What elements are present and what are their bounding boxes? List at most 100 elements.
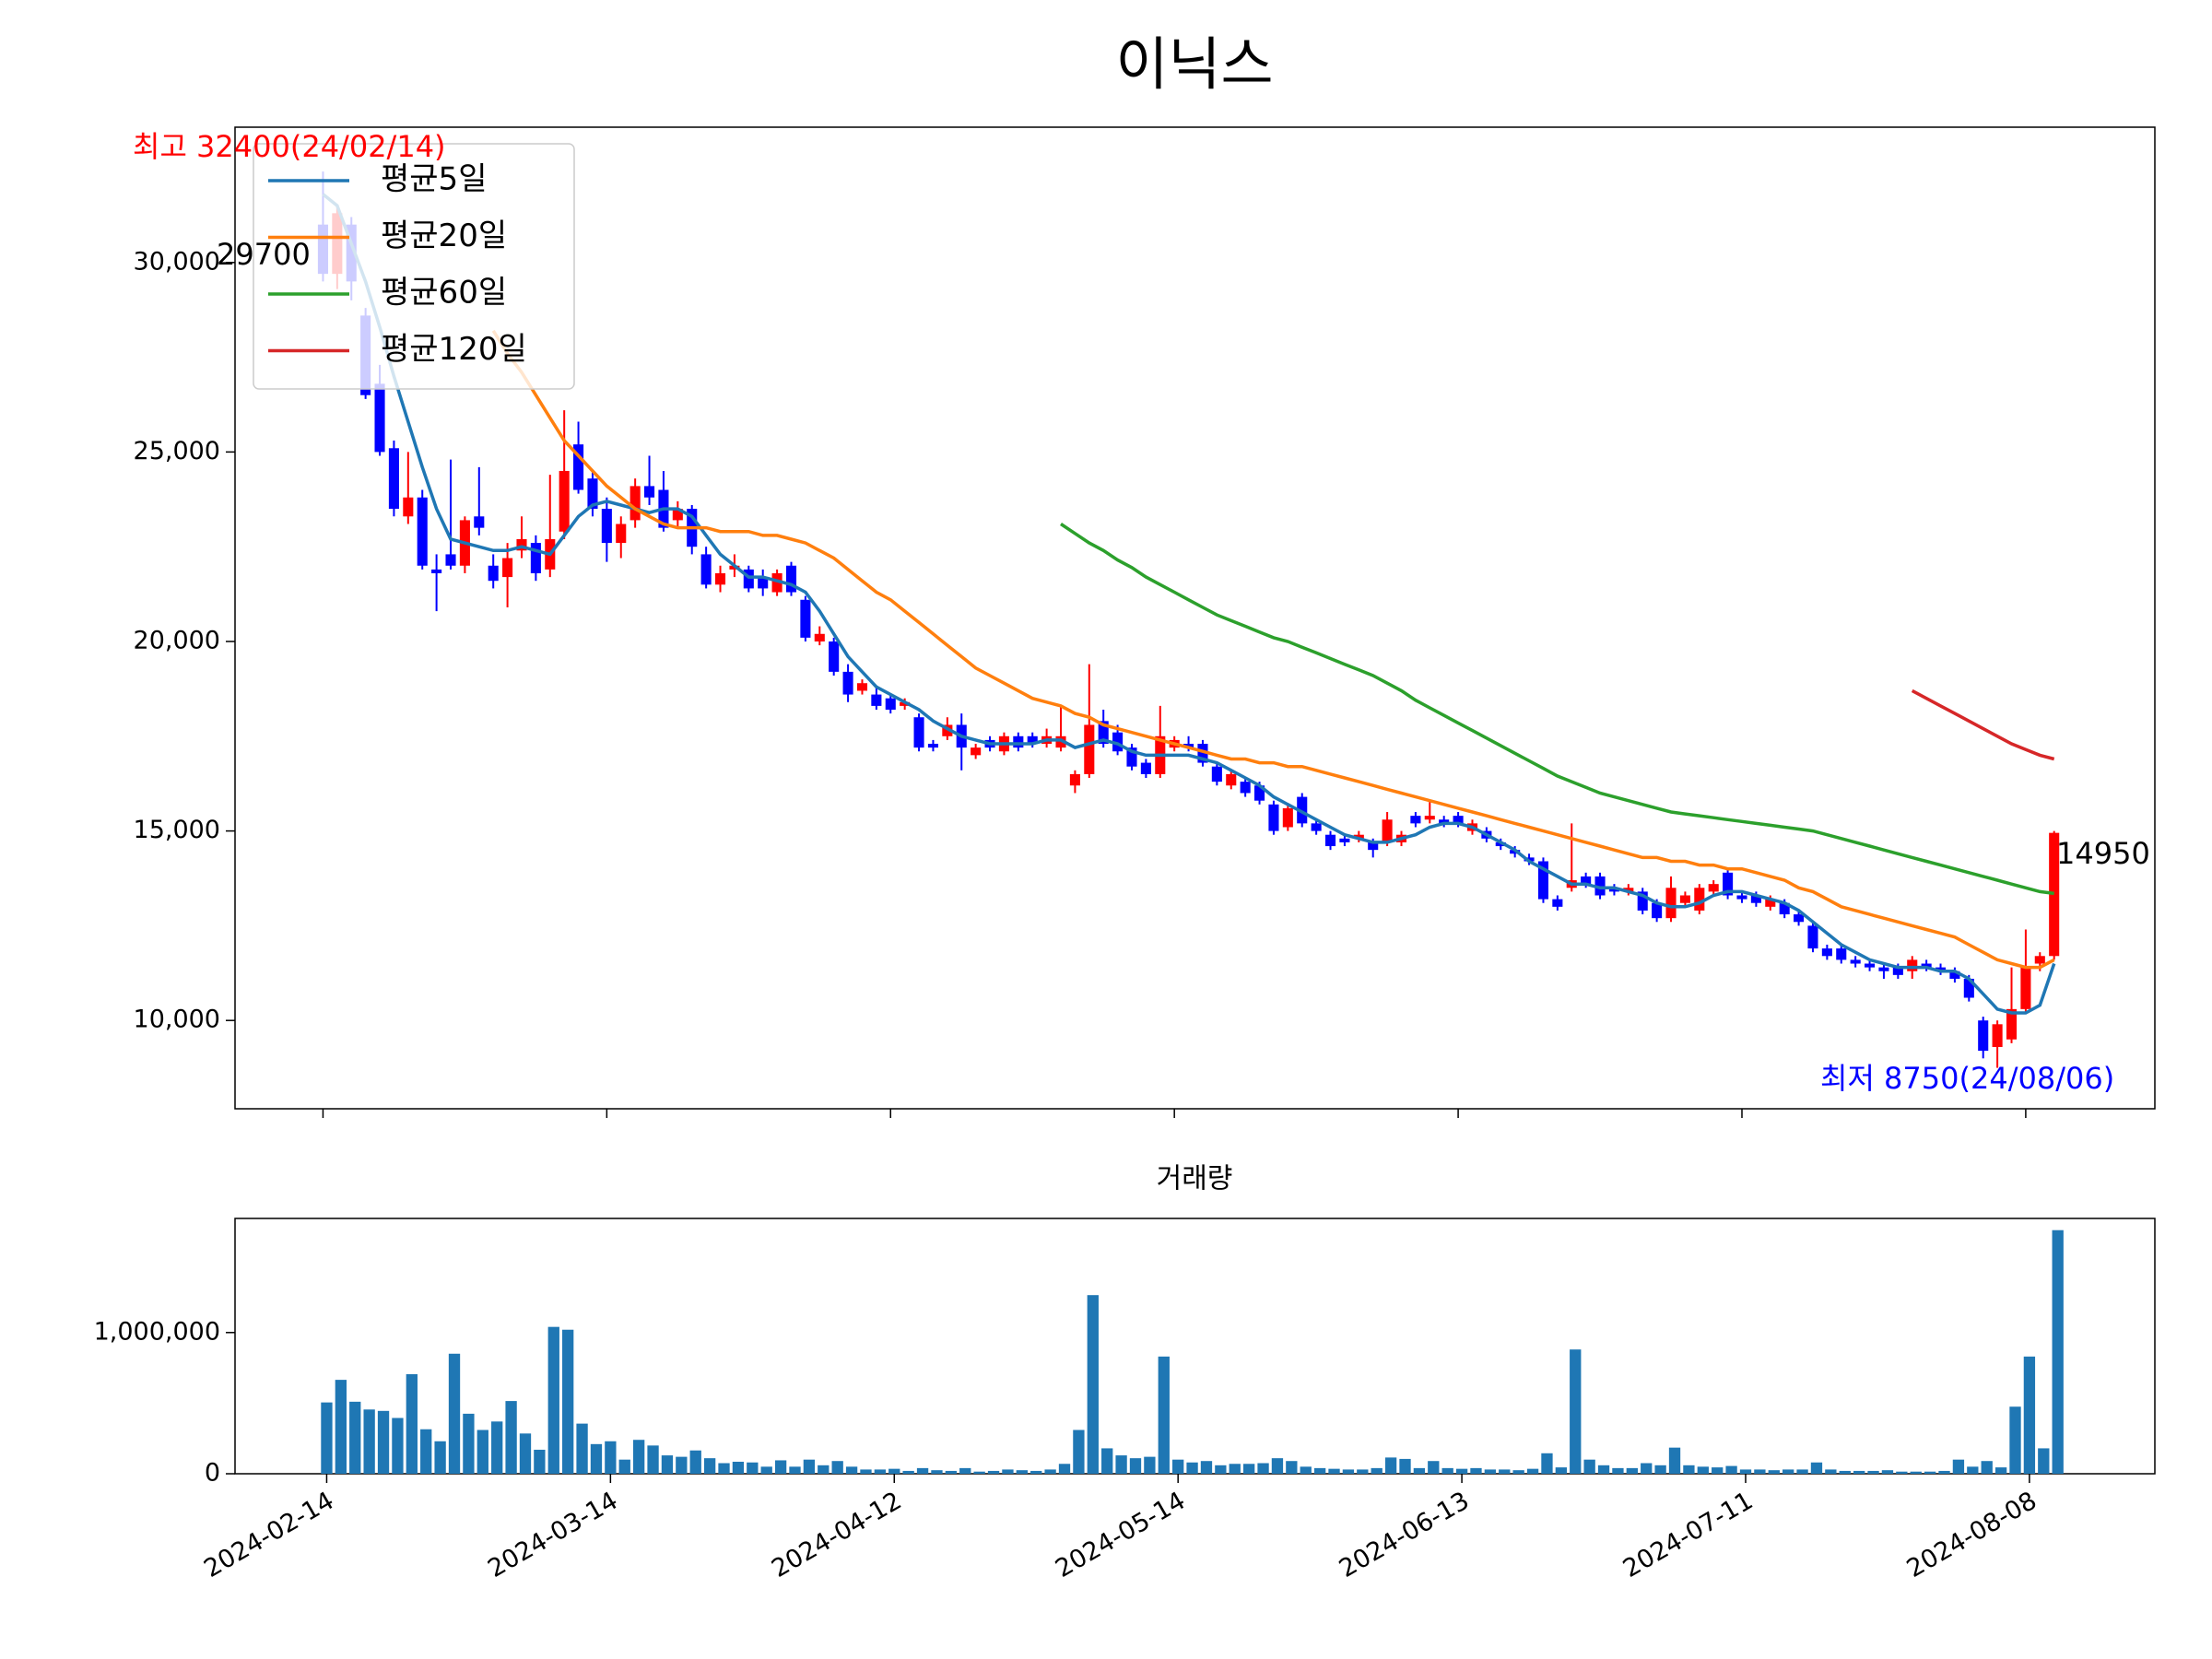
plot-frame [234, 126, 2156, 1110]
candle-body [1623, 888, 1634, 892]
candle-body [1112, 732, 1124, 752]
y-tick-label: 1,000,000 [94, 1317, 220, 1346]
candle-body [1978, 1020, 1989, 1052]
candle-body [2034, 956, 2045, 964]
annotation: 14950 [2056, 836, 2150, 871]
candle-body [1240, 782, 1251, 794]
candle-body [431, 569, 442, 573]
volume-bar [349, 1401, 361, 1474]
annotation: 29700 [217, 237, 311, 272]
volume-bar [987, 1470, 1000, 1474]
volume-bar [902, 1470, 914, 1474]
volume-bar [1796, 1469, 1808, 1474]
volume-bar [1924, 1471, 1936, 1474]
volume-bar [321, 1402, 333, 1474]
candle-body [488, 565, 499, 582]
candle-body [388, 448, 399, 510]
y-tick-label: 25,000 [134, 437, 220, 465]
volume-bar [647, 1445, 659, 1474]
candle-body [1013, 735, 1024, 748]
volume-bar [1313, 1467, 1326, 1474]
volume-bar [1712, 1467, 1724, 1474]
candle-body [403, 497, 414, 517]
candle-body [516, 538, 527, 551]
candle-body [1183, 744, 1194, 748]
volume-bar [1783, 1469, 1794, 1474]
candle-body [1424, 816, 1435, 820]
volume-bar [1186, 1462, 1198, 1474]
candle-body [1282, 807, 1293, 828]
candle-body [1821, 948, 1832, 957]
ma-line [491, 329, 2055, 970]
volume-bar [703, 1458, 716, 1474]
candle-body [1126, 747, 1137, 767]
candle-body [842, 671, 853, 695]
candle-body [1992, 1024, 2003, 1047]
volume-bar [1030, 1470, 1042, 1474]
volume-bar [618, 1459, 630, 1474]
volume-bar [1101, 1448, 1113, 1474]
volume-bar [1881, 1470, 1894, 1474]
volume-bar [1413, 1467, 1426, 1474]
volume-bar [1839, 1470, 1851, 1474]
volume-bar [1739, 1469, 1752, 1474]
volume-bar [1073, 1430, 1085, 1474]
candle-body [1637, 891, 1648, 911]
volume-bar [945, 1470, 958, 1474]
volume-bar [1484, 1469, 1497, 1474]
volume-bar [1583, 1459, 1595, 1474]
candle-body [927, 744, 938, 748]
candle-body [1581, 876, 1592, 885]
volume-bar [1441, 1467, 1453, 1474]
volume-bar [335, 1380, 347, 1474]
volume-bar [1825, 1469, 1837, 1474]
volume-bar [477, 1430, 488, 1474]
candle-body [1410, 816, 1421, 824]
candle-body [374, 383, 385, 453]
volume-bar [803, 1459, 816, 1474]
candle-body [1779, 902, 1790, 915]
candle-body [1211, 766, 1222, 782]
candle-body [559, 470, 570, 532]
volume-bar [2009, 1406, 2021, 1474]
candle-body [1098, 721, 1109, 745]
volume-bar [1668, 1447, 1681, 1474]
volume-bar [576, 1423, 588, 1474]
volume-bar [1853, 1470, 1865, 1474]
candle-body [530, 543, 541, 573]
candle-body [1027, 735, 1038, 745]
volume-bar [1016, 1470, 1028, 1474]
y-tick-label: 10,000 [134, 1006, 220, 1034]
volume-bar [1981, 1461, 1993, 1474]
candle-body [445, 554, 456, 566]
volume-bar [689, 1450, 701, 1474]
volume-bar [2038, 1448, 2050, 1474]
y-tick-label: 15,000 [134, 816, 220, 844]
annotation: 최고 32400(24/02/14) [133, 129, 446, 164]
volume-bar [605, 1441, 617, 1474]
candle-body [714, 572, 726, 585]
volume-bar [931, 1470, 943, 1474]
candle-body [814, 633, 825, 641]
candle-body [1084, 724, 1095, 774]
volume-bar [732, 1461, 745, 1474]
volume-bar [1300, 1466, 1312, 1474]
volume-bar [1215, 1465, 1227, 1474]
volume-bar [874, 1469, 887, 1474]
candle-body [1708, 884, 1719, 892]
volume-bar [916, 1467, 929, 1474]
candle-body [1368, 841, 1379, 851]
volume-bar [1612, 1467, 1624, 1474]
candle-body [771, 572, 782, 593]
volume-bar [1328, 1468, 1340, 1474]
ma-line [1060, 523, 2054, 896]
volume-bar [1286, 1461, 1298, 1474]
candle-body [2049, 832, 2060, 957]
volume-bar [434, 1441, 446, 1474]
candle-body [1552, 899, 1563, 907]
volume-bar [1384, 1457, 1397, 1474]
volume-bar [1626, 1467, 1638, 1474]
volume-bar [661, 1455, 674, 1474]
volume-bar [534, 1449, 546, 1474]
legend-label: 평균120일 [381, 331, 527, 368]
